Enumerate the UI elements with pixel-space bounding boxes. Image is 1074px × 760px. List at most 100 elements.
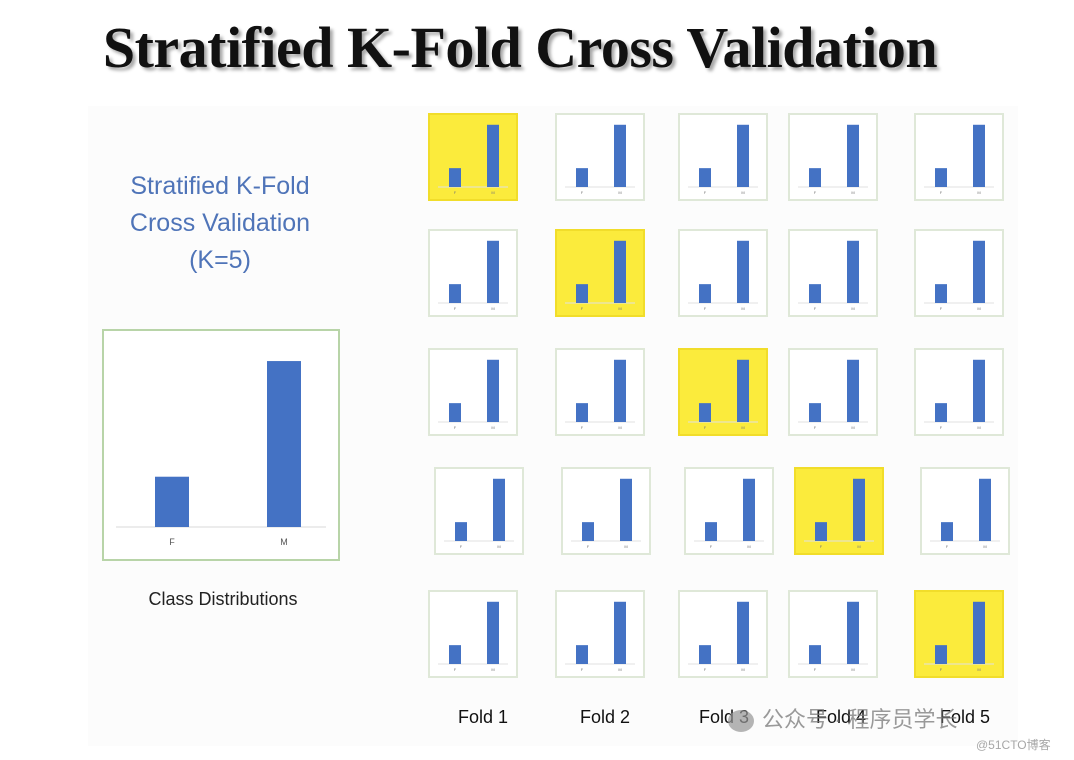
mini-tick-label: F <box>581 190 584 195</box>
mini-tick-label: M <box>491 306 494 311</box>
mini-bar-f <box>705 522 717 541</box>
diagram-heading: Stratified K-Fold Cross Validation (K=5) <box>90 168 350 279</box>
mini-tick-label: F <box>940 306 943 311</box>
mini-tick-label: F <box>940 190 943 195</box>
class-distribution-caption: Class Distributions <box>148 589 298 609</box>
fold-label-5: Fold 5 <box>939 707 991 727</box>
mini-tick-label: F <box>814 306 817 311</box>
mini-tick-label: F <box>581 667 584 672</box>
fold-label-2: Fold 2 <box>579 707 631 727</box>
mini-bar-m <box>853 478 865 541</box>
mini-tick-label: M <box>857 544 860 549</box>
mini-bar-f <box>576 403 588 422</box>
mini-tick-label: F <box>946 544 949 549</box>
mini-tick-label: M <box>491 190 494 195</box>
mini-bar-m <box>487 601 499 664</box>
mini-tick-label: M <box>618 425 621 430</box>
tick-label: F <box>169 537 175 547</box>
mini-bar-m <box>737 240 749 303</box>
mini-tick-label: F <box>704 425 707 430</box>
slide-title: Stratified K-Fold Cross Validation <box>102 15 938 80</box>
mini-tick-label: M <box>851 190 854 195</box>
mini-bar-m <box>614 240 626 303</box>
mini-tick-label: F <box>454 667 457 672</box>
mini-tick-label: M <box>977 425 980 430</box>
mini-bar-f <box>935 645 947 664</box>
mini-tick-label: F <box>710 544 713 549</box>
mini-bar-f <box>935 284 947 303</box>
mini-tick-label: F <box>454 306 457 311</box>
mini-tick-label: F <box>814 667 817 672</box>
mini-tick-label: M <box>851 425 854 430</box>
mini-bar-f <box>699 403 711 422</box>
mini-bar-m <box>973 240 985 303</box>
mini-bar-m <box>614 601 626 664</box>
mini-bar-f <box>809 284 821 303</box>
mini-tick-label: M <box>497 544 500 549</box>
mini-tick-label: M <box>983 544 986 549</box>
mini-tick-label: M <box>618 667 621 672</box>
mini-tick-label: M <box>491 667 494 672</box>
mini-tick-label: F <box>587 544 590 549</box>
mini-bar-m <box>487 124 499 187</box>
mini-tick-label: F <box>814 425 817 430</box>
mini-bar-f <box>449 168 461 187</box>
mini-bar-f <box>699 168 711 187</box>
mini-tick-label: F <box>704 306 707 311</box>
mini-tick-label: M <box>491 425 494 430</box>
mini-bar-m <box>973 601 985 664</box>
heading-line: (K=5) <box>189 246 251 274</box>
mini-tick-label: M <box>741 190 744 195</box>
mini-bar-m <box>847 601 859 664</box>
mini-bar-f <box>809 645 821 664</box>
fold-label-4: Fold 4 <box>815 707 867 727</box>
mini-tick-label: F <box>814 190 817 195</box>
watermark: 公众号 · 程序员学长 <box>728 702 958 734</box>
fold-label-1: Fold 1 <box>457 707 509 727</box>
mini-bar-m <box>614 359 626 422</box>
mini-tick-label: M <box>977 667 980 672</box>
mini-bar-f <box>576 645 588 664</box>
mini-tick-label: F <box>940 667 943 672</box>
mini-tick-label: F <box>581 425 584 430</box>
mini-bar-m <box>487 240 499 303</box>
mini-bar-m <box>973 124 985 187</box>
mini-bar-f <box>935 168 947 187</box>
mini-bar-m <box>979 478 991 541</box>
mini-bar-m <box>973 359 985 422</box>
tick-label: M <box>280 537 288 547</box>
mini-bar-m <box>493 478 505 541</box>
mini-bar-f <box>582 522 594 541</box>
